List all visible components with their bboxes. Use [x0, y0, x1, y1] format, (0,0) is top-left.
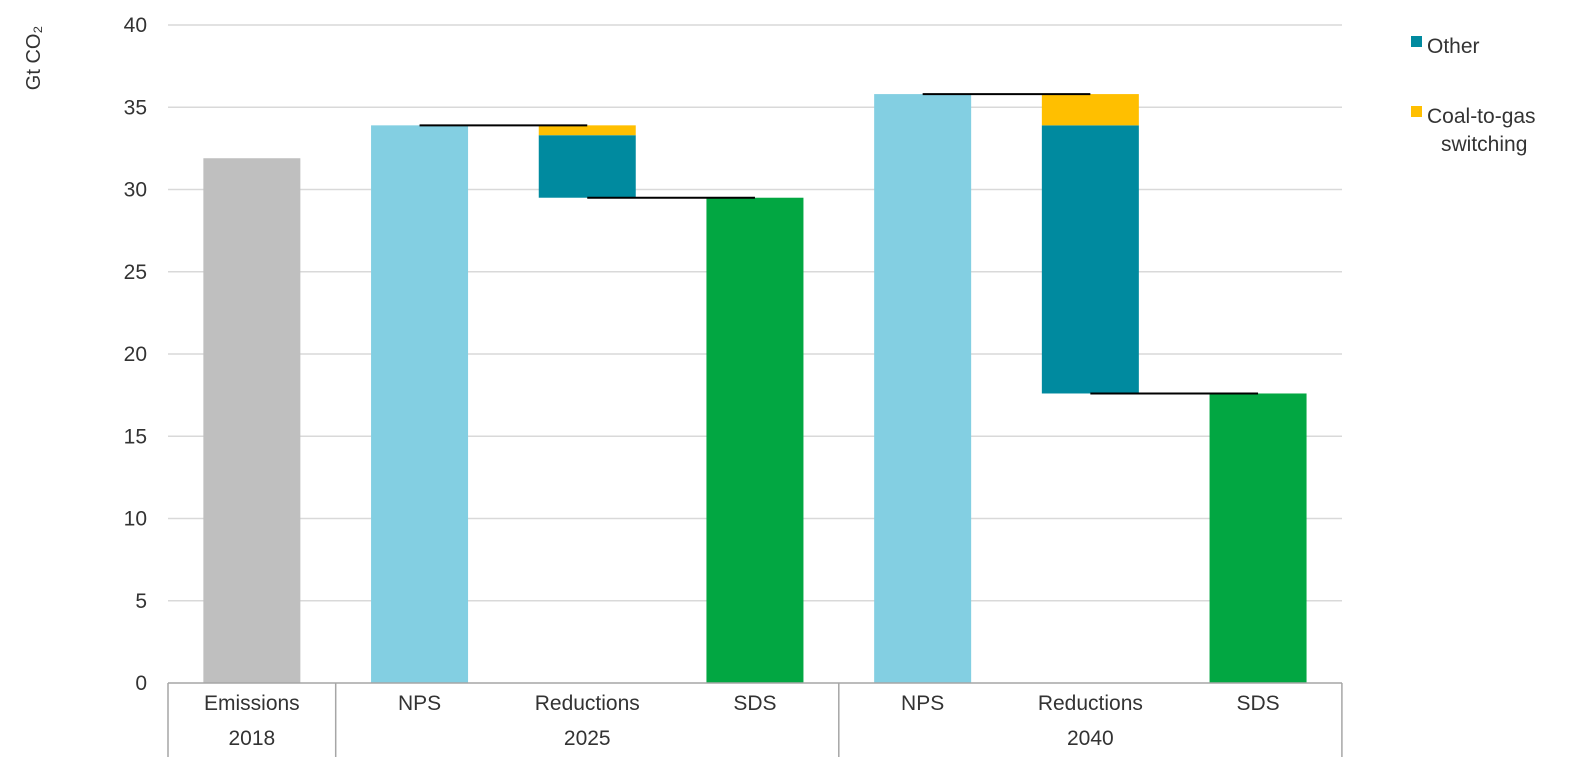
x-category-label: Emissions	[204, 692, 300, 715]
y-tick-label: 40	[124, 14, 147, 37]
y-axis-ticks: 0 5 10 15 20 25 30 35 40	[124, 14, 147, 695]
legend-label: Coal-to-gas switching	[1427, 105, 1536, 156]
y-tick-label: 0	[135, 672, 147, 695]
x-group-label: 2018	[228, 727, 275, 750]
y-tick-label: 35	[124, 96, 147, 119]
x-category-label: Reductions	[535, 692, 640, 715]
y-tick-label: 20	[124, 343, 147, 366]
x-category-label: NPS	[398, 692, 441, 715]
legend-label: Other	[1427, 35, 1480, 58]
y-tick-label: 10	[124, 508, 147, 531]
y-tick-label: 15	[124, 425, 147, 448]
legend-swatch-other	[1411, 36, 1422, 47]
y-tick-label: 30	[124, 179, 147, 202]
bar-segment-coal-to-gas-2025	[538, 125, 636, 136]
x-group-label: 2025	[564, 727, 611, 750]
x-category-label: SDS	[733, 692, 776, 715]
y-tick-label: 5	[135, 590, 147, 613]
bar-segment-coal-to-gas-2040	[1041, 94, 1139, 126]
bar-segment-other-2040	[1041, 125, 1139, 394]
x-category-label: Reductions	[1038, 692, 1143, 715]
connector-lines	[419, 93, 1259, 395]
bar-segment-other-2025	[538, 135, 636, 198]
legend-swatch-coal-to-gas	[1411, 106, 1422, 117]
bar-nps-2040	[874, 94, 972, 684]
x-group-label: 2040	[1067, 727, 1114, 750]
y-axis-title: Gt CO₂	[23, 26, 45, 90]
bar-sds-2040	[1209, 393, 1307, 683]
x-category-label: SDS	[1236, 692, 1279, 715]
legend: Other Coal-to-gas switching	[1411, 35, 1536, 156]
x-axis: Emissions 2018 NPS Reductions SDS 2025 NPS Redu…	[167, 682, 1343, 757]
x-category-label: NPS	[901, 692, 944, 715]
bar-nps-2025	[371, 125, 469, 684]
bars	[203, 94, 1307, 684]
y-tick-label: 25	[124, 261, 147, 284]
bar-emissions-2018	[203, 158, 301, 683]
bar-sds-2025	[706, 197, 804, 683]
